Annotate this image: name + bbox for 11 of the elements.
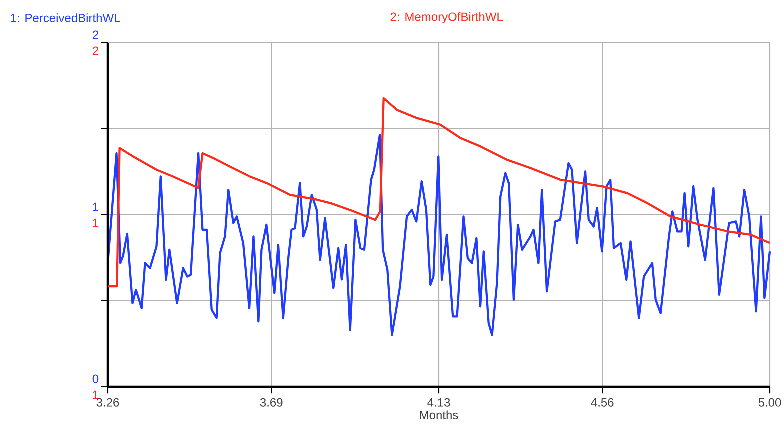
x-axis-title: Months <box>420 410 458 420</box>
y-tick-label: 2 <box>93 30 98 40</box>
x-tick-label: 4.56 <box>591 398 614 407</box>
x-tick-label: 3.69 <box>260 398 283 407</box>
y-tick-label: 0 <box>92 374 99 384</box>
x-tick-label: 3.26 <box>96 398 120 407</box>
text: 1: PerceivedBirthWL <box>11 14 120 22</box>
x-tick-label: 5.00 <box>758 398 782 407</box>
y-tick-label: 1 <box>93 202 98 212</box>
text: 2: MemoryOfBirthWL <box>390 12 503 24</box>
x-tick-label: 4.13 <box>428 398 450 407</box>
